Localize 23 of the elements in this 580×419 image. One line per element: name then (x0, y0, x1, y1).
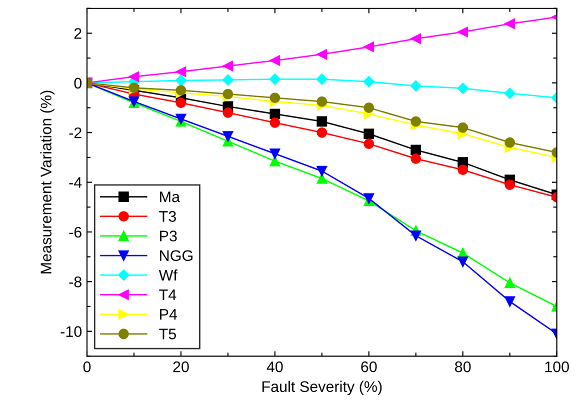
legend-label: P4 (160, 309, 178, 320)
legend-label: Wf (158, 269, 178, 280)
legend-label: T4 (159, 290, 176, 300)
x-tick-label: 40 (266, 361, 283, 372)
x-axis-title: Fault Severity (%) (262, 380, 382, 396)
x-tick-label: 80 (455, 361, 471, 372)
legend-label: NGG (160, 250, 192, 262)
y-tick-label: 2 (74, 28, 82, 39)
y-tick-label: -10 (60, 326, 82, 337)
y-axis-title: Measurement Variation (%) (40, 90, 54, 274)
x-tick-label: 100 (545, 361, 569, 372)
y-tick-label: -4 (69, 177, 82, 188)
x-tick-label: 60 (361, 361, 377, 372)
x-tick-label: 20 (173, 361, 189, 372)
y-tick-label: 0 (74, 78, 82, 89)
y-tick-label: -8 (69, 276, 82, 288)
y-tick-label: -6 (69, 226, 82, 238)
legend-label: P3 (160, 230, 177, 242)
legend-label: T3 (159, 211, 176, 222)
legend-label: Ma (160, 192, 180, 202)
y-tick-label: -2 (69, 127, 82, 138)
legend-label: T5 (159, 328, 176, 340)
x-tick-label: 0 (83, 361, 91, 372)
